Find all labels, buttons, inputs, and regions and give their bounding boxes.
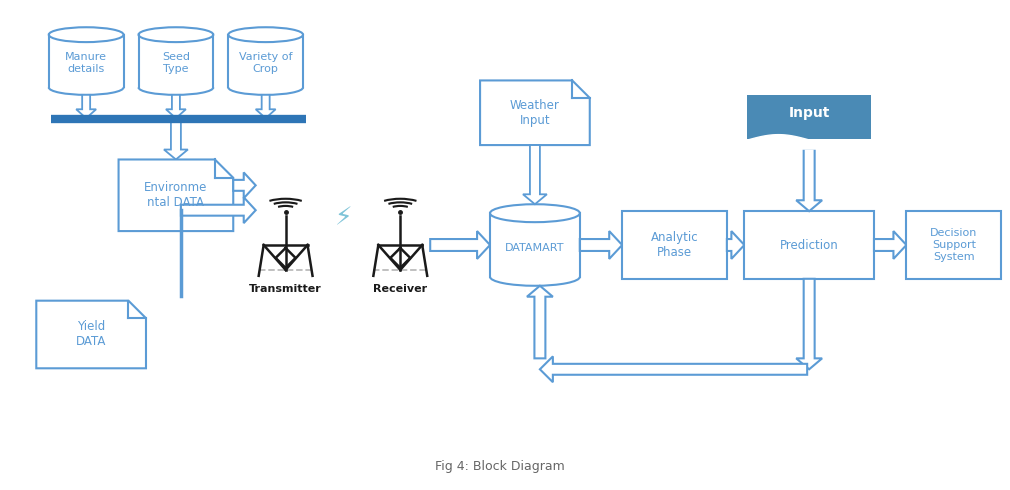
Text: Yield
DATA: Yield DATA xyxy=(76,320,106,348)
Text: Transmitter: Transmitter xyxy=(249,284,322,294)
Text: Prediction: Prediction xyxy=(780,239,838,251)
Polygon shape xyxy=(622,211,727,279)
Polygon shape xyxy=(164,119,188,159)
Ellipse shape xyxy=(48,27,123,42)
Polygon shape xyxy=(48,35,123,87)
Polygon shape xyxy=(527,286,552,358)
Text: ⚡: ⚡ xyxy=(334,206,352,230)
Polygon shape xyxy=(181,197,256,223)
Ellipse shape xyxy=(228,27,303,42)
Polygon shape xyxy=(166,95,186,118)
Polygon shape xyxy=(228,35,303,87)
Polygon shape xyxy=(233,172,256,198)
Polygon shape xyxy=(36,301,146,368)
Text: Environme
ntal DATA: Environme ntal DATA xyxy=(144,181,208,209)
Text: Manure
details: Manure details xyxy=(66,52,107,74)
Polygon shape xyxy=(430,231,490,259)
Polygon shape xyxy=(118,159,233,231)
Polygon shape xyxy=(727,231,744,259)
Text: Analytic
Phase: Analytic Phase xyxy=(650,231,698,259)
Polygon shape xyxy=(480,80,590,145)
Polygon shape xyxy=(580,231,622,259)
Text: Input: Input xyxy=(789,106,830,120)
Ellipse shape xyxy=(490,204,580,222)
Polygon shape xyxy=(490,213,580,277)
Text: Seed
Type: Seed Type xyxy=(162,52,190,74)
Polygon shape xyxy=(744,211,874,279)
Text: Weather
Input: Weather Input xyxy=(510,99,560,127)
Polygon shape xyxy=(138,35,213,87)
Text: Fig 4: Block Diagram: Fig 4: Block Diagram xyxy=(435,460,565,473)
Text: Variety of
Crop: Variety of Crop xyxy=(239,52,293,74)
Polygon shape xyxy=(874,231,906,259)
Text: Receiver: Receiver xyxy=(374,284,427,294)
Polygon shape xyxy=(906,211,1001,279)
Polygon shape xyxy=(540,356,807,382)
Text: Decision
Support
System: Decision Support System xyxy=(930,228,978,262)
Polygon shape xyxy=(796,279,822,369)
Ellipse shape xyxy=(138,27,213,42)
Polygon shape xyxy=(523,145,546,204)
Polygon shape xyxy=(256,95,276,118)
Text: DATAMART: DATAMART xyxy=(505,243,565,253)
Polygon shape xyxy=(76,95,96,118)
Polygon shape xyxy=(796,148,822,211)
Polygon shape xyxy=(746,95,872,139)
